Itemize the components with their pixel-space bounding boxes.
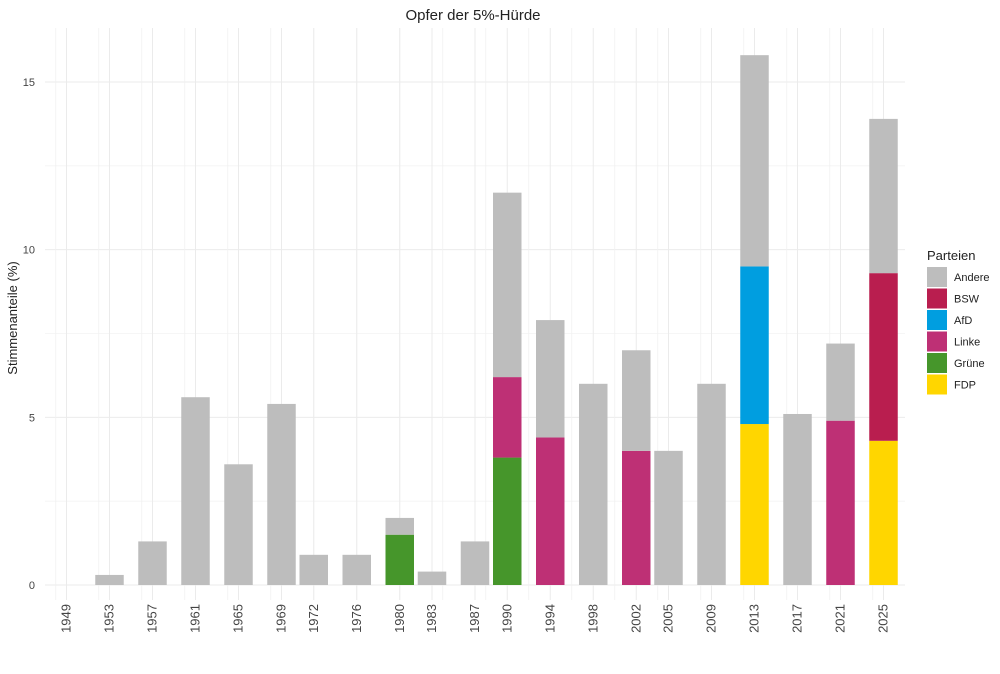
chart-title: Opfer der 5%-Hürde xyxy=(405,7,540,24)
bar-segment xyxy=(493,192,522,378)
x-tick-label: 1969 xyxy=(274,604,289,633)
x-tick-label: 1949 xyxy=(59,604,74,633)
legend: Parteien Andere BSW AfD Linke Grüne FDP xyxy=(927,248,989,395)
x-tick-label: 2009 xyxy=(704,604,719,633)
x-tick-label: 1972 xyxy=(306,604,321,633)
x-tick-label: 2021 xyxy=(833,604,848,633)
x-tick-label: 1957 xyxy=(145,604,160,633)
bar-segment xyxy=(579,383,608,585)
legend-swatch xyxy=(927,374,947,395)
bar-segment xyxy=(299,554,328,585)
legend-swatch xyxy=(927,353,947,373)
bar-segment xyxy=(783,413,812,585)
y-tick-label: 15 xyxy=(23,77,35,89)
legend-title: Parteien xyxy=(927,248,975,263)
x-tick-label: 1980 xyxy=(392,604,407,633)
x-tick-label: 2013 xyxy=(747,604,762,633)
bar-segment xyxy=(536,320,565,438)
x-tick-label: 1987 xyxy=(467,604,482,633)
legend-label: Grüne xyxy=(954,358,985,370)
x-tick-label: 1976 xyxy=(349,604,364,633)
bar-segment xyxy=(654,450,683,585)
bar-segment xyxy=(95,574,124,585)
legend-label: BSW xyxy=(954,294,980,306)
bar-segment xyxy=(622,450,651,585)
y-tick-label: 5 xyxy=(29,412,35,424)
x-tick-label: 1965 xyxy=(231,604,246,633)
x-tick-label: 1953 xyxy=(102,604,117,633)
x-tick-label: 1983 xyxy=(424,604,439,633)
x-tick-label: 1990 xyxy=(499,604,514,633)
bar-segment xyxy=(493,377,522,458)
bar-segment xyxy=(342,554,371,585)
bar-segment xyxy=(740,55,769,267)
y-tick-label: 0 xyxy=(29,580,35,592)
y-axis-label: Stimmenanteile (%) xyxy=(5,261,20,374)
y-axis: 0 5 10 15 xyxy=(23,77,35,592)
bar-segment xyxy=(385,517,414,535)
bars-layer xyxy=(95,55,898,585)
legend-label: FDP xyxy=(954,380,976,392)
x-tick-label: 1998 xyxy=(585,604,600,633)
bar-segment xyxy=(267,403,296,585)
grid-layer xyxy=(45,28,905,600)
legend-swatch xyxy=(927,310,947,330)
bar-segment xyxy=(740,266,769,425)
bar-segment xyxy=(869,273,898,441)
y-tick-label: 10 xyxy=(23,245,35,257)
x-tick-label: 2017 xyxy=(790,604,805,633)
x-axis: 1949 1953 1957 1961 1965 1969 1972 1976 1980 1983… xyxy=(59,604,891,633)
legend-label: AfD xyxy=(954,315,972,327)
bar-segment xyxy=(224,464,253,585)
bar-segment xyxy=(493,457,522,585)
bar-segment xyxy=(460,541,490,585)
legend-swatch xyxy=(927,288,947,309)
bar-segment xyxy=(138,541,167,585)
legend-swatch xyxy=(927,267,947,287)
bar-segment xyxy=(417,571,447,585)
bar-segment xyxy=(740,424,769,585)
x-tick-label: 2002 xyxy=(628,604,643,633)
legend-swatch xyxy=(927,331,947,352)
legend-label: Linke xyxy=(954,337,980,349)
x-tick-label: 2005 xyxy=(661,604,676,633)
bar-segment xyxy=(869,440,898,585)
bar-segment xyxy=(622,350,651,451)
bar-segment xyxy=(697,383,726,585)
bar-segment xyxy=(385,534,414,585)
x-tick-label: 1961 xyxy=(188,604,203,633)
legend-label: Andere xyxy=(954,272,989,284)
x-tick-label: 2025 xyxy=(876,604,891,633)
bar-segment xyxy=(536,437,565,585)
bar-segment xyxy=(826,420,855,585)
bar-segment xyxy=(181,397,210,585)
x-tick-label: 1994 xyxy=(542,604,557,633)
bar-segment xyxy=(826,343,855,421)
bar-segment xyxy=(869,118,898,274)
